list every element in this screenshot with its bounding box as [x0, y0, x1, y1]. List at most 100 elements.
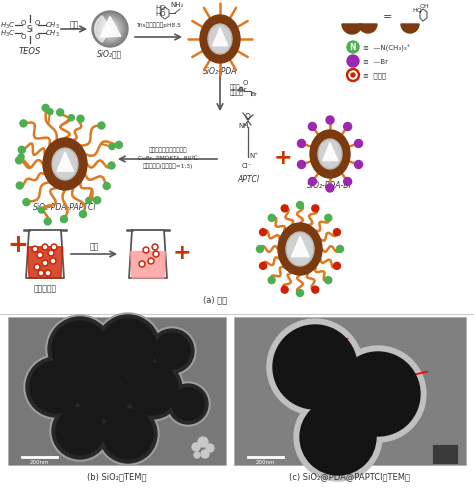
- Circle shape: [154, 333, 190, 369]
- Circle shape: [273, 325, 357, 409]
- Ellipse shape: [318, 140, 342, 170]
- Text: 氨水: 氨水: [69, 20, 79, 29]
- Circle shape: [120, 357, 184, 421]
- Circle shape: [20, 121, 27, 128]
- Text: N⁺: N⁺: [249, 153, 258, 159]
- Circle shape: [281, 205, 288, 212]
- Text: +: +: [173, 243, 191, 263]
- Ellipse shape: [288, 234, 312, 265]
- Circle shape: [115, 142, 122, 149]
- Text: 刚果红溶液: 刚果红溶液: [34, 284, 56, 293]
- Polygon shape: [213, 29, 228, 47]
- Circle shape: [333, 263, 340, 270]
- Circle shape: [172, 388, 204, 420]
- Circle shape: [96, 315, 160, 379]
- Circle shape: [198, 437, 208, 447]
- Circle shape: [298, 161, 305, 169]
- Circle shape: [139, 262, 145, 267]
- Circle shape: [351, 74, 355, 78]
- Text: O: O: [34, 20, 40, 26]
- Text: $H_3C$: $H_3C$: [0, 29, 16, 39]
- Text: OH: OH: [420, 4, 430, 9]
- Circle shape: [260, 229, 266, 236]
- Text: +: +: [8, 232, 28, 257]
- Circle shape: [143, 247, 149, 253]
- Ellipse shape: [208, 25, 232, 55]
- Circle shape: [98, 122, 105, 130]
- Circle shape: [42, 105, 49, 112]
- Circle shape: [192, 443, 200, 451]
- Circle shape: [36, 266, 38, 269]
- Circle shape: [346, 69, 359, 82]
- Circle shape: [50, 401, 110, 461]
- Text: O: O: [242, 80, 248, 86]
- Circle shape: [38, 270, 44, 276]
- Text: $H_3C$: $H_3C$: [0, 21, 16, 31]
- Circle shape: [256, 246, 264, 253]
- Circle shape: [297, 202, 303, 209]
- Text: O: O: [245, 113, 251, 122]
- Circle shape: [73, 361, 135, 423]
- Text: O: O: [20, 20, 26, 26]
- Circle shape: [57, 110, 64, 117]
- Circle shape: [24, 355, 88, 419]
- Circle shape: [46, 315, 114, 383]
- Circle shape: [312, 205, 319, 212]
- Circle shape: [309, 178, 316, 186]
- Polygon shape: [292, 237, 309, 257]
- Text: ≡  —Br: ≡ —Br: [363, 59, 388, 65]
- Circle shape: [77, 116, 84, 123]
- Wedge shape: [342, 25, 362, 35]
- Text: TEOS: TEOS: [19, 47, 41, 57]
- Circle shape: [48, 250, 54, 257]
- Circle shape: [52, 403, 108, 459]
- Circle shape: [148, 327, 196, 375]
- Text: (b) SiO₂的TEM图: (b) SiO₂的TEM图: [87, 471, 147, 481]
- Circle shape: [44, 219, 51, 225]
- Circle shape: [344, 123, 352, 131]
- Circle shape: [26, 357, 86, 417]
- Text: O: O: [20, 34, 26, 40]
- Ellipse shape: [278, 224, 322, 275]
- Circle shape: [97, 403, 159, 465]
- Circle shape: [103, 409, 153, 459]
- Circle shape: [325, 277, 332, 284]
- Circle shape: [347, 42, 359, 54]
- Ellipse shape: [52, 149, 78, 181]
- Circle shape: [268, 277, 275, 284]
- Text: SiO₂-PDA-Br: SiO₂-PDA-Br: [307, 181, 353, 190]
- Circle shape: [344, 178, 352, 186]
- Circle shape: [325, 215, 332, 222]
- Circle shape: [86, 198, 92, 204]
- Circle shape: [103, 23, 117, 37]
- Circle shape: [44, 246, 46, 249]
- Circle shape: [56, 407, 104, 455]
- Circle shape: [349, 72, 357, 80]
- Circle shape: [37, 252, 43, 259]
- Wedge shape: [95, 17, 110, 43]
- Circle shape: [326, 117, 334, 125]
- Wedge shape: [359, 25, 377, 34]
- Circle shape: [47, 109, 53, 116]
- Circle shape: [94, 313, 162, 381]
- Text: (c) SiO₂@PDA@PAPTCl的TEM图: (c) SiO₂@PDA@PAPTCl的TEM图: [290, 471, 410, 481]
- Polygon shape: [323, 143, 338, 162]
- Circle shape: [45, 270, 51, 276]
- Text: NH₂: NH₂: [170, 2, 183, 8]
- Text: Tris缓冲溶液，pH8.5: Tris缓冲溶液，pH8.5: [136, 22, 181, 28]
- Circle shape: [108, 28, 112, 32]
- Circle shape: [34, 248, 36, 251]
- Text: 吸附: 吸附: [90, 242, 99, 251]
- Text: =: =: [383, 12, 392, 22]
- Text: N: N: [350, 43, 356, 52]
- Circle shape: [333, 229, 340, 236]
- Text: HO: HO: [412, 8, 422, 13]
- Circle shape: [52, 321, 108, 377]
- Circle shape: [145, 249, 147, 252]
- Circle shape: [38, 207, 45, 214]
- Circle shape: [77, 365, 131, 419]
- Circle shape: [39, 272, 43, 275]
- Circle shape: [48, 317, 112, 381]
- Text: Si: Si: [27, 25, 34, 35]
- Text: 原子转移自由基聚合反应: 原子转移自由基聚合反应: [149, 147, 187, 152]
